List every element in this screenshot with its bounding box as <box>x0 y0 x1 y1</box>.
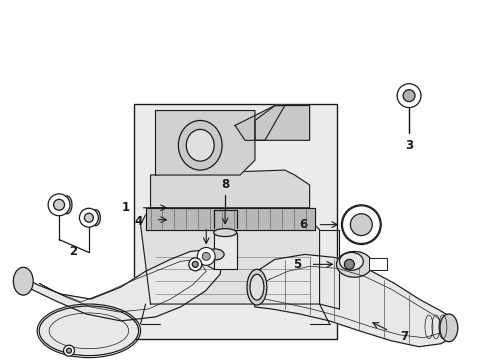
Ellipse shape <box>178 121 222 170</box>
Ellipse shape <box>336 251 371 277</box>
Ellipse shape <box>62 196 72 214</box>
Circle shape <box>63 345 74 356</box>
Circle shape <box>84 213 93 222</box>
Circle shape <box>396 84 420 108</box>
Text: 3: 3 <box>404 139 412 152</box>
Circle shape <box>202 252 210 260</box>
Circle shape <box>350 214 371 235</box>
Polygon shape <box>150 170 309 208</box>
Polygon shape <box>254 105 309 140</box>
Polygon shape <box>141 215 319 304</box>
Circle shape <box>192 261 198 267</box>
Text: 4: 4 <box>134 215 142 228</box>
Ellipse shape <box>13 267 33 295</box>
Circle shape <box>344 260 354 269</box>
Text: 6: 6 <box>299 218 307 231</box>
Bar <box>213 233 236 269</box>
Text: 8: 8 <box>221 179 229 192</box>
Ellipse shape <box>439 314 457 342</box>
Ellipse shape <box>213 229 236 237</box>
Ellipse shape <box>91 210 100 226</box>
Text: 1: 1 <box>122 201 129 214</box>
Circle shape <box>188 258 202 271</box>
Polygon shape <box>155 111 254 175</box>
Ellipse shape <box>249 274 264 300</box>
Circle shape <box>402 90 414 102</box>
Circle shape <box>54 199 64 210</box>
Text: 7: 7 <box>399 330 407 343</box>
Ellipse shape <box>246 269 266 305</box>
Circle shape <box>66 348 71 353</box>
Polygon shape <box>21 249 222 321</box>
Bar <box>368 258 386 270</box>
Circle shape <box>79 208 98 227</box>
Ellipse shape <box>186 129 214 161</box>
Bar <box>133 104 337 339</box>
Polygon shape <box>249 255 453 347</box>
Text: 2: 2 <box>69 245 77 258</box>
Ellipse shape <box>39 306 138 356</box>
Circle shape <box>341 205 381 244</box>
Ellipse shape <box>206 249 224 260</box>
Ellipse shape <box>339 252 363 270</box>
Polygon shape <box>145 208 314 230</box>
Polygon shape <box>235 105 284 140</box>
Text: 5: 5 <box>292 258 300 271</box>
Circle shape <box>197 247 215 265</box>
Circle shape <box>48 194 70 216</box>
